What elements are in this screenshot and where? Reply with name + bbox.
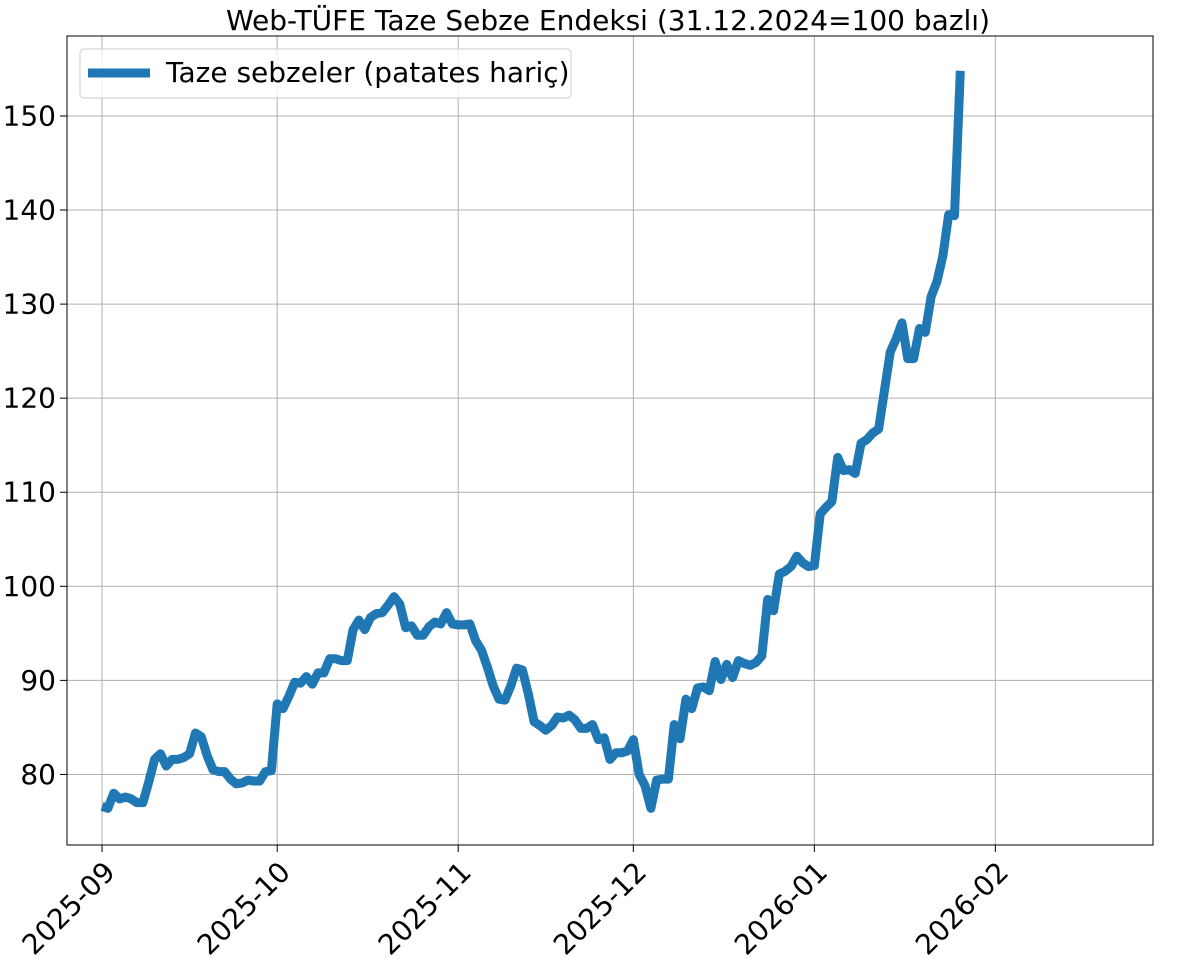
- y-axis: 80 90 100 110 120 130 140 150: [3, 99, 67, 791]
- y-tick-label: 140: [3, 194, 56, 227]
- plot-frame: [66, 35, 1154, 846]
- y-tick-label: 90: [20, 664, 56, 697]
- grid: [67, 36, 1153, 845]
- x-tick-label: 2025-11: [372, 855, 478, 959]
- chart-title: Web-TÜFE Taze Sebze Endeksi (31.12.2024=…: [226, 3, 990, 37]
- y-tick-label: 110: [3, 476, 56, 509]
- series-layer: [100, 70, 965, 813]
- y-tick-label: 80: [20, 758, 56, 791]
- y-tick-label: 100: [3, 570, 56, 603]
- x-tick-label: 2025-10: [191, 855, 297, 959]
- x-tick-label: 2025-09: [16, 855, 122, 959]
- y-tick-label: 130: [3, 288, 56, 321]
- x-tick-label: 2026-02: [909, 855, 1015, 959]
- legend-box: [79, 48, 572, 99]
- x-tick-label: 2026-01: [728, 855, 834, 959]
- series-line: [100, 70, 965, 813]
- y-tick-label: 120: [3, 382, 56, 415]
- legend-label: Taze sebzeler (patates hariç): [165, 56, 570, 89]
- legend: Taze sebzeler (patates hariç): [79, 48, 572, 99]
- y-tick-label: 150: [3, 99, 56, 132]
- x-tick-label: 2025-12: [547, 855, 653, 959]
- x-axis: 2025-09 2025-10 2025-11 2025-12 2026-01 2026-…: [16, 845, 1015, 959]
